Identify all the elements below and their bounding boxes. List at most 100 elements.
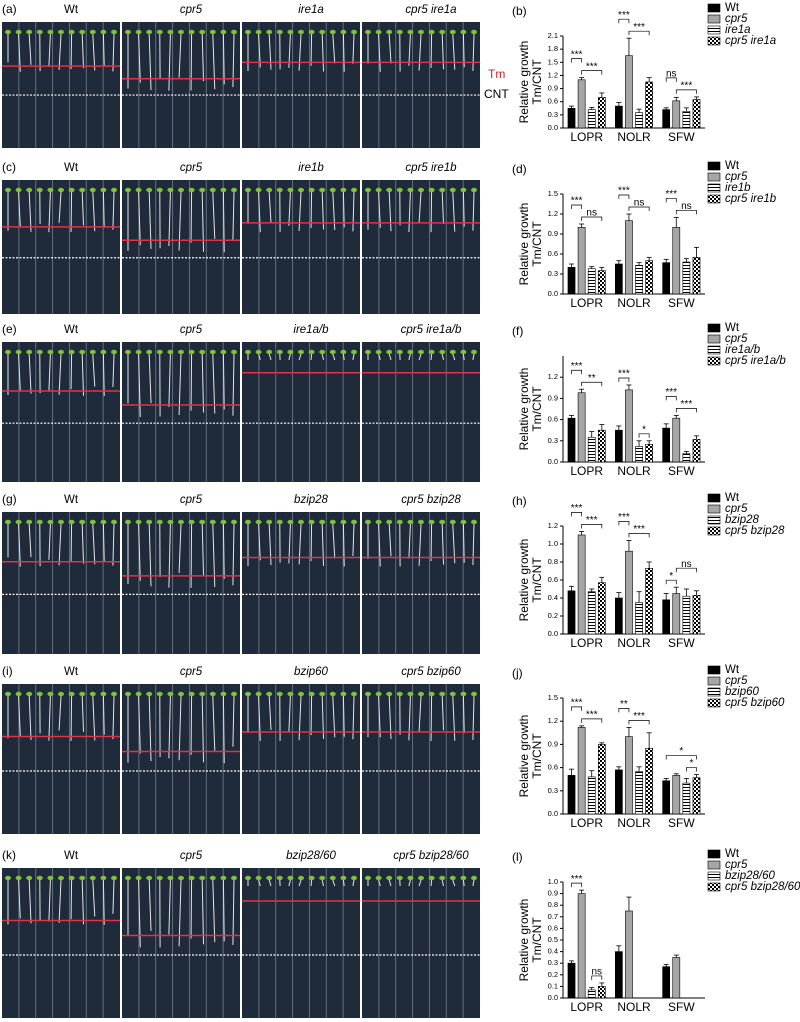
seedling — [47, 875, 54, 881]
root — [408, 33, 411, 66]
root — [190, 191, 193, 243]
seedling — [36, 691, 43, 697]
genotype-label: bzip60 — [294, 666, 328, 678]
root — [212, 33, 216, 90]
root — [112, 353, 115, 388]
root — [258, 695, 261, 741]
root — [48, 695, 51, 741]
seedling — [68, 519, 75, 525]
bar — [597, 429, 606, 463]
root — [352, 523, 355, 557]
bar — [597, 986, 606, 999]
seedling — [266, 691, 273, 697]
root — [352, 353, 355, 361]
seedling — [167, 187, 174, 193]
legend-label: cpr5 — [725, 859, 748, 871]
seedling — [428, 519, 435, 525]
significance-bracket — [618, 521, 630, 526]
root — [190, 353, 193, 411]
root — [48, 879, 51, 922]
root — [258, 353, 261, 361]
x-tick-label: LOPR — [570, 464, 603, 478]
plate-photo — [362, 684, 480, 834]
bar — [587, 776, 596, 815]
root — [222, 353, 225, 410]
root — [418, 33, 422, 71]
significance-label: *** — [681, 399, 693, 410]
seedling — [125, 875, 131, 881]
significance-bracket — [628, 533, 650, 538]
seedling — [365, 29, 371, 35]
significance-bracket — [628, 720, 650, 725]
genotype-label: cpr5 — [180, 4, 203, 16]
significance-label: ns — [681, 559, 692, 570]
seedling — [167, 875, 174, 881]
bar — [577, 79, 586, 129]
seedling — [146, 349, 153, 355]
root — [58, 353, 62, 395]
significance-label: * — [669, 571, 673, 582]
seedling — [89, 875, 96, 881]
significance-label: *** — [633, 22, 645, 33]
seedling — [386, 349, 393, 355]
y-axis-label: Tm/CNT — [530, 917, 544, 963]
seedling — [418, 519, 424, 525]
root — [288, 695, 291, 733]
root — [92, 695, 96, 741]
seedling — [89, 691, 96, 697]
seedling — [329, 29, 336, 35]
root — [28, 879, 32, 924]
y-tick-label: 1.2 — [548, 521, 558, 530]
bar — [577, 392, 586, 463]
root — [441, 353, 445, 361]
root — [441, 695, 445, 731]
bar — [635, 771, 643, 815]
root — [28, 523, 32, 558]
legend-swatch — [707, 526, 721, 536]
seedling — [319, 187, 326, 193]
bar — [662, 780, 671, 815]
bar — [645, 444, 653, 463]
seedling — [245, 187, 251, 193]
seedling — [36, 349, 43, 355]
seedling — [146, 875, 153, 881]
y-tick-label: 0.9 — [548, 393, 558, 402]
root — [232, 695, 235, 747]
legend-label: Wt — [725, 492, 740, 504]
significance-bracket — [571, 204, 582, 209]
root — [441, 879, 445, 887]
seedling — [156, 349, 163, 355]
seedling — [199, 187, 206, 193]
seedling — [308, 349, 315, 355]
seedling — [276, 519, 283, 525]
plate-photo — [2, 180, 120, 314]
legend-swatch — [707, 172, 721, 182]
y-tick-label: 0.3 — [548, 958, 558, 967]
root — [232, 523, 235, 586]
root — [81, 523, 85, 564]
legend-swatch — [707, 882, 721, 892]
legend-swatch — [707, 161, 721, 171]
legend-swatch — [707, 860, 721, 870]
seedling — [15, 691, 22, 697]
seedling — [365, 519, 371, 525]
seedling — [79, 29, 86, 35]
plate-photo — [2, 512, 120, 654]
root — [112, 879, 115, 914]
root — [138, 353, 141, 418]
y-axis-label: Tm/CNT — [530, 386, 544, 432]
legend-label: bzip28/60 — [725, 870, 775, 882]
seedling — [351, 29, 357, 35]
seedling — [407, 519, 414, 525]
root — [201, 33, 205, 82]
seedling — [209, 187, 216, 193]
seedling — [100, 519, 107, 525]
seedling — [407, 187, 414, 193]
y-tick-label: 0.3 — [548, 786, 558, 795]
bar — [597, 744, 606, 815]
seedling — [199, 349, 206, 355]
seedling — [386, 519, 393, 525]
chart-title: (j) — [512, 666, 523, 680]
seedling — [375, 29, 382, 35]
root — [378, 353, 381, 361]
